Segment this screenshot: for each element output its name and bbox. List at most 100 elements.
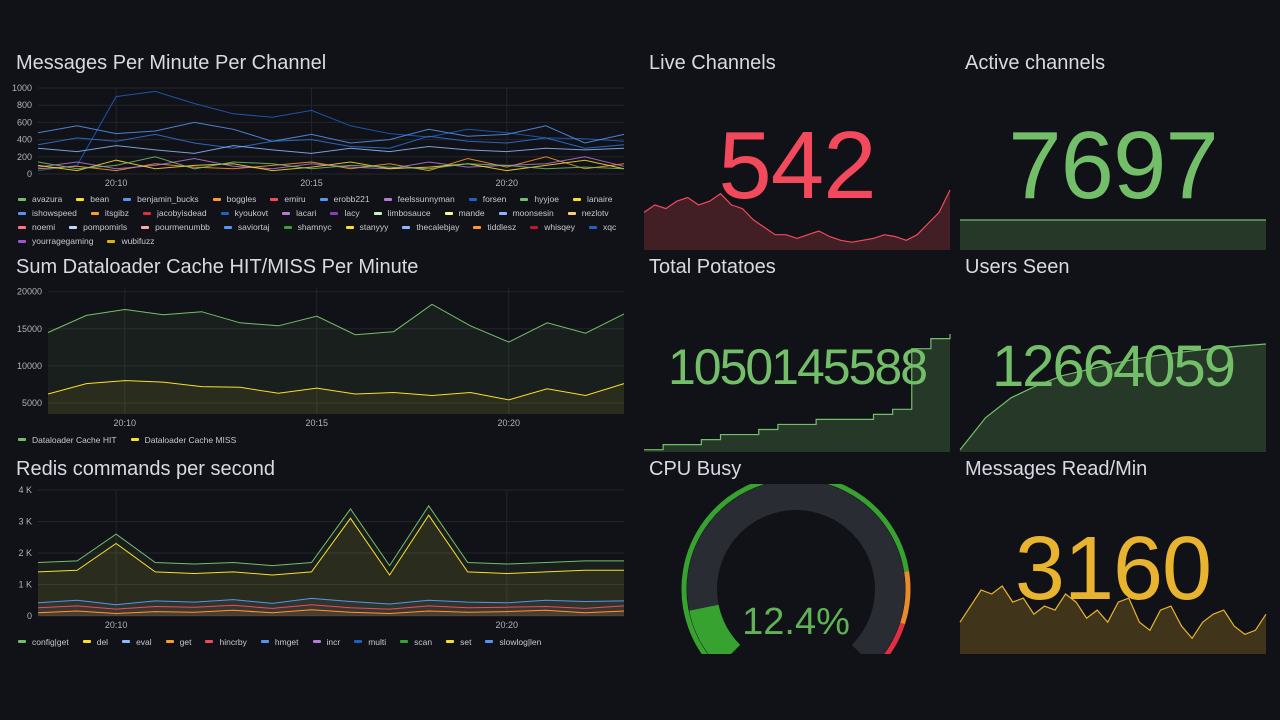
- users-seen-sparkline: [959, 343, 1267, 452]
- legend-item[interactable]: bean: [76, 194, 109, 204]
- legend-item[interactable]: boggles: [212, 194, 256, 204]
- gauge-threshold-orange: [900, 571, 911, 625]
- y-tick-label: 800: [17, 100, 32, 110]
- legend-item[interactable]: avazura: [18, 194, 62, 204]
- legend-item[interactable]: nezlotv: [567, 208, 609, 218]
- legend-label: hincrby: [219, 636, 247, 647]
- legend-item[interactable]: hmget: [260, 635, 299, 648]
- legend-item[interactable]: ishowspeed: [18, 208, 77, 218]
- y-tick-label: 0: [27, 169, 32, 179]
- cpu-busy-value: 12.4%: [742, 601, 850, 643]
- legend-item[interactable]: whisqey: [530, 222, 575, 232]
- messages-per-minute-chart[interactable]: 0 200 400 600 800 1000 20:10 20:15 20:20: [12, 83, 628, 188]
- legend-item[interactable]: stanyyy: [345, 222, 388, 232]
- legend-item[interactable]: noemi: [18, 222, 55, 232]
- legend-item[interactable]: hyyjoe: [520, 194, 559, 204]
- legend-label: yourragegaming: [32, 236, 94, 246]
- gauge-track: [687, 484, 905, 654]
- legend-label: whisqey: [544, 222, 575, 232]
- legend-label: mande: [458, 208, 485, 218]
- legend-item[interactable]: pourmenumbb: [141, 222, 210, 232]
- legend-label: wubifuzz: [121, 236, 155, 246]
- legend-item[interactable]: xqc: [588, 222, 617, 232]
- legend-item[interactable]: set: [446, 635, 471, 648]
- legend-item[interactable]: thecalebjay: [402, 222, 459, 232]
- legend-item[interactable]: hincrby: [205, 635, 247, 648]
- panel-title[interactable]: Messages Per Minute Per Channel: [16, 52, 327, 74]
- series-line: [37, 121, 625, 144]
- legend-item[interactable]: forsen: [468, 194, 506, 204]
- legend-item[interactable]: scan: [400, 635, 432, 648]
- legend-item[interactable]: incr: [312, 635, 340, 648]
- legend-item[interactable]: del: [82, 635, 109, 648]
- y-tick-label: 2 K: [18, 548, 32, 558]
- legend-swatch: [312, 640, 321, 643]
- legend-item[interactable]: config|get: [18, 635, 69, 648]
- panel-title[interactable]: Active channels: [965, 52, 1106, 74]
- series-area: [38, 515, 624, 616]
- legend-item[interactable]: saviortaj: [223, 222, 270, 232]
- legend-item[interactable]: benjamin_bucks: [123, 194, 199, 204]
- legend-swatch: [18, 239, 26, 243]
- legend-item[interactable]: multi: [354, 635, 386, 648]
- legend-item[interactable]: slowlog|len: [485, 635, 541, 648]
- spark-line: [959, 343, 1267, 451]
- series-line: [37, 609, 625, 615]
- legend-swatch: [165, 640, 174, 643]
- legend-item[interactable]: get: [165, 635, 192, 648]
- panel-title[interactable]: Sum Dataloader Cache HIT/MISS Per Minute: [16, 256, 419, 278]
- legend-label: get: [179, 636, 192, 647]
- dataloader-cache-chart[interactable]: 5000 10000 15000 20000 20:10 20:15 20:20: [16, 284, 628, 428]
- legend-item[interactable]: limbosauce: [373, 208, 431, 218]
- total-potatoes-value: 1050145588: [667, 339, 928, 395]
- legend-swatch: [567, 211, 576, 215]
- legend-swatch: [345, 225, 354, 229]
- y-tick-label: 1000: [12, 83, 32, 93]
- legend-label: del: [96, 636, 109, 647]
- spark-line: [643, 189, 951, 243]
- legend-item[interactable]: emiru: [270, 194, 306, 204]
- panel-title[interactable]: Users Seen: [965, 256, 1070, 278]
- legend-label: xqc: [602, 222, 617, 232]
- spark-area: [960, 220, 1266, 250]
- legend-item[interactable]: jacobyisdead: [142, 208, 207, 218]
- panel-title[interactable]: CPU Busy: [649, 458, 742, 480]
- gauge-threshold-red: [884, 622, 905, 654]
- series-area: [48, 304, 624, 414]
- series-line: [37, 156, 625, 170]
- x-tick-label: 20:10: [105, 178, 128, 188]
- legend-item[interactable]: erobb221: [319, 194, 370, 204]
- legend-label: set: [460, 636, 472, 647]
- legend-item[interactable]: pompomirls: [69, 222, 127, 232]
- legend-label: moonsesin: [512, 208, 554, 218]
- legend-label: eval: [136, 636, 152, 647]
- x-tick-label: 20:15: [300, 178, 323, 188]
- redis-commands-chart[interactable]: 0 1 K 2 K 3 K 4 K 20:10 20:20: [16, 485, 628, 630]
- panel-title[interactable]: Redis commands per second: [16, 458, 276, 480]
- panel-title[interactable]: Live Channels: [649, 52, 776, 74]
- active-channels-value: 7697: [1008, 112, 1219, 219]
- legend-item[interactable]: Dataloader Cache HIT: [18, 433, 117, 446]
- legend-item[interactable]: tiddlesz: [473, 222, 516, 232]
- legend-swatch: [123, 197, 132, 201]
- legend-item[interactable]: yourragegaming: [18, 236, 93, 246]
- legend-item[interactable]: moonsesin: [498, 208, 554, 218]
- legend-item[interactable]: lacy: [330, 208, 360, 218]
- panel-title[interactable]: Total Potatoes: [649, 256, 776, 278]
- legend-swatch: [122, 640, 131, 643]
- legend-label: kyoukovt: [234, 208, 269, 218]
- x-tick-label: 20:20: [496, 178, 519, 188]
- legend-item[interactable]: kyoukovt: [220, 208, 269, 218]
- legend-item[interactable]: wubifuzz: [107, 236, 155, 246]
- legend-swatch: [354, 640, 363, 643]
- legend-item[interactable]: itsgibz: [90, 208, 129, 218]
- legend-item[interactable]: shamnyc: [283, 222, 332, 232]
- legend-item[interactable]: eval: [122, 635, 152, 648]
- legend-item[interactable]: mande: [444, 208, 485, 218]
- legend-item[interactable]: lanaire: [572, 194, 612, 204]
- legend-item[interactable]: Dataloader Cache MISS: [130, 433, 236, 446]
- legend-item[interactable]: lacari: [282, 208, 316, 218]
- series-line: [47, 380, 625, 401]
- legend-item[interactable]: feelssunnyman: [383, 194, 455, 204]
- panel-title[interactable]: Messages Read/Min: [965, 458, 1148, 480]
